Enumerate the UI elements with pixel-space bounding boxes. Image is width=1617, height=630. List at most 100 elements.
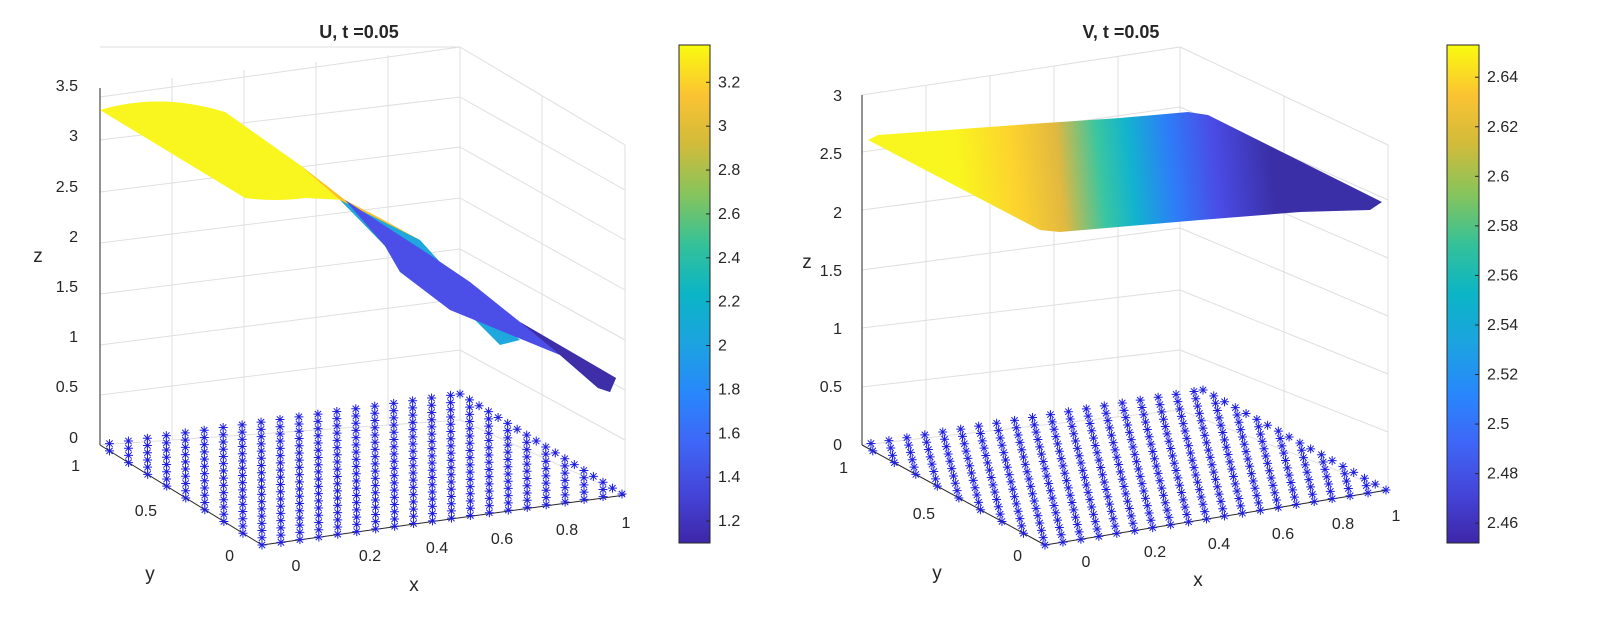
- mesh-marker: [484, 414, 494, 424]
- mesh-marker: [909, 462, 919, 472]
- mesh-marker: [1101, 484, 1111, 494]
- mesh-marker: [389, 427, 399, 437]
- mesh-marker: [993, 426, 1003, 436]
- mesh-marker: [1062, 476, 1072, 486]
- mesh-marker: [1252, 414, 1262, 424]
- mesh-marker: [1141, 417, 1151, 427]
- mesh-marker: [1018, 528, 1028, 538]
- mesh-marker: [938, 427, 948, 437]
- mesh-marker: [294, 441, 304, 451]
- mesh-marker: [484, 407, 494, 417]
- mesh-marker: [219, 509, 229, 519]
- mesh-marker: [465, 445, 475, 455]
- mesh-marker: [1029, 420, 1039, 430]
- z-tick: 0: [69, 430, 78, 447]
- mesh-marker: [257, 526, 267, 536]
- mesh-marker: [219, 495, 229, 505]
- mesh-marker: [1236, 501, 1246, 511]
- colorbar-tick-label: 2.52: [1487, 367, 1518, 384]
- mesh-marker: [1381, 485, 1391, 495]
- mesh-marker: [1243, 454, 1253, 464]
- mesh-marker: [522, 495, 532, 505]
- mesh-marker: [465, 417, 475, 427]
- mesh-marker: [1185, 448, 1195, 458]
- mesh-marker: [427, 509, 437, 519]
- mesh-marker: [389, 420, 399, 430]
- mesh-marker: [1105, 423, 1115, 433]
- mesh-marker: [218, 437, 228, 447]
- mesh-marker: [1275, 434, 1285, 444]
- mesh-marker: [579, 480, 589, 490]
- mesh-marker: [446, 484, 456, 494]
- mesh-marker: [941, 442, 951, 452]
- mesh-marker: [408, 417, 418, 427]
- mesh-marker: [333, 500, 343, 510]
- mesh-marker: [932, 481, 942, 491]
- y-tick: 0.5: [135, 503, 157, 520]
- mesh-marker: [1178, 495, 1188, 505]
- mesh-marker: [1088, 509, 1098, 519]
- mesh-marker: [238, 521, 248, 531]
- mesh-marker: [560, 468, 570, 478]
- mesh-marker: [1058, 537, 1068, 547]
- mesh-marker: [181, 471, 191, 481]
- mesh-marker: [313, 424, 323, 434]
- mesh-marker: [313, 474, 323, 484]
- mesh-marker: [1124, 504, 1134, 514]
- mesh-marker: [560, 497, 570, 507]
- mesh-marker: [370, 423, 380, 433]
- mesh-marker: [1115, 467, 1125, 477]
- mesh-marker: [949, 471, 959, 481]
- mesh-marker: [550, 448, 560, 458]
- mesh-marker: [1237, 432, 1247, 442]
- mesh-marker: [333, 515, 343, 525]
- mesh-marker: [143, 469, 153, 479]
- mesh-marker: [332, 443, 342, 453]
- mesh-marker: [199, 432, 209, 442]
- mesh-marker: [560, 475, 570, 485]
- mesh-marker: [389, 485, 399, 495]
- mesh-marker: [294, 412, 304, 422]
- mesh-marker: [1038, 533, 1048, 543]
- mesh-marker: [409, 511, 419, 521]
- mesh-marker: [943, 449, 953, 459]
- mesh-marker: [427, 393, 437, 403]
- mesh-marker: [1085, 418, 1095, 428]
- mesh-marker: [295, 535, 305, 545]
- mesh-marker: [1015, 514, 1025, 524]
- mesh-marker: [950, 478, 960, 488]
- mesh-marker: [294, 419, 304, 429]
- mesh-marker: [1159, 414, 1168, 424]
- mesh-marker: [200, 476, 210, 486]
- mesh-marker: [332, 406, 342, 416]
- mesh-marker: [256, 453, 266, 463]
- mesh-marker: [981, 451, 991, 461]
- mesh-marker: [1318, 457, 1328, 467]
- mesh-marker: [180, 442, 190, 452]
- mesh-marker: [314, 517, 324, 527]
- mesh-marker: [256, 446, 266, 456]
- mesh-marker: [275, 451, 285, 461]
- mesh-marker: [124, 458, 134, 468]
- mesh-marker: [446, 455, 456, 465]
- mesh-marker: [1338, 461, 1348, 471]
- mesh-marker: [333, 529, 343, 539]
- mesh-marker: [1076, 534, 1086, 544]
- mesh-marker: [1087, 426, 1097, 436]
- mesh-marker: [503, 491, 513, 501]
- mesh-marker: [1158, 490, 1168, 500]
- mesh-marker: [923, 445, 933, 455]
- mesh-marker: [1040, 464, 1050, 474]
- mesh-marker: [218, 430, 228, 440]
- mesh-marker: [1198, 385, 1208, 395]
- colorbar-tick-label: 2.8: [718, 162, 740, 179]
- mesh-marker: [314, 510, 324, 520]
- mesh-marker: [352, 498, 362, 508]
- mesh-marker: [1216, 496, 1226, 506]
- mesh-marker: [465, 453, 475, 463]
- mesh-marker: [1361, 481, 1371, 491]
- mesh-marker: [541, 478, 551, 488]
- mesh-marker: [218, 423, 228, 433]
- mesh-marker: [257, 482, 267, 492]
- y-tick: 0: [225, 548, 234, 565]
